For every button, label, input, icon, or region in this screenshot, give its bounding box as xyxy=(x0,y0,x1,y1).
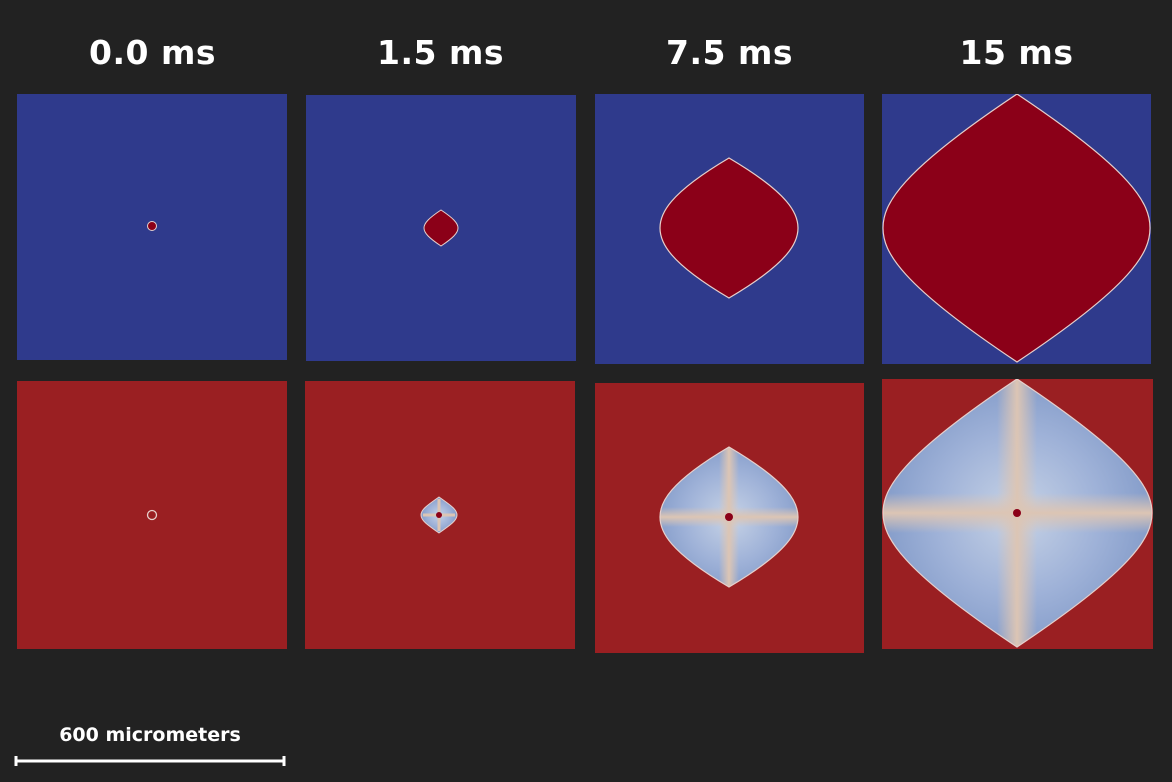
scale-bar-line xyxy=(14,756,286,766)
bottom-panel-15ms xyxy=(882,379,1153,649)
column-title-1-5ms: 1.5 ms xyxy=(377,33,504,72)
bottom-panel-7-5ms xyxy=(595,383,864,653)
column-title-15ms: 15 ms xyxy=(959,33,1074,72)
top-panel-1-5ms xyxy=(306,95,576,361)
column-title-7-5ms: 7.5 ms xyxy=(666,33,793,72)
top-panel-15ms xyxy=(882,94,1151,364)
top-panel-7-5ms xyxy=(595,94,864,364)
top-panel-0ms xyxy=(17,94,287,360)
bottom-panel-0ms xyxy=(17,381,287,649)
scale-bar: 600 micrometers xyxy=(14,718,286,768)
bottom-panel-1-5ms xyxy=(305,381,575,649)
scale-bar-label: 600 micrometers xyxy=(59,724,241,746)
column-title-0ms: 0.0 ms xyxy=(89,33,216,72)
